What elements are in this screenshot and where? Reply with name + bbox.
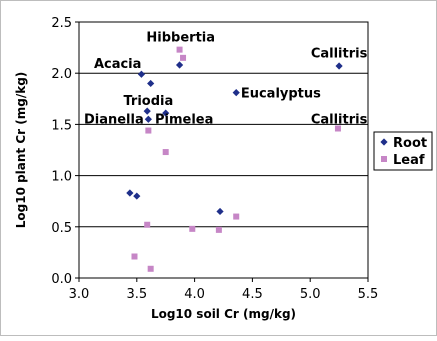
root-point xyxy=(175,61,184,69)
point-label: Acacia xyxy=(94,57,141,72)
x-axis-ticks: 3.0 3.5 4.0 4.5 5.0 5.5 xyxy=(69,278,379,302)
leaf-point xyxy=(162,149,169,156)
leaf-point xyxy=(145,127,152,134)
leaf-point xyxy=(147,265,154,272)
root-point xyxy=(133,192,141,200)
root-point xyxy=(147,79,155,88)
plot-area xyxy=(78,21,369,279)
x-tick-label: 3.5 xyxy=(126,287,147,302)
leaf-point xyxy=(144,221,151,228)
leaf-point xyxy=(131,253,138,260)
root-point xyxy=(232,89,240,97)
root-point xyxy=(335,62,343,70)
point-label: Triodia xyxy=(123,94,173,109)
y-tick-label: 2.0 xyxy=(51,67,72,82)
root-point xyxy=(162,109,170,117)
x-tick-label: 4.5 xyxy=(242,287,263,302)
x-tick-label: 4.0 xyxy=(184,287,205,302)
y-tick-label: 1.5 xyxy=(51,118,72,133)
y-tick-label: 2.5 xyxy=(51,16,72,31)
point-label: Dianella xyxy=(84,112,144,127)
x-axis-title: Log10 soil Cr (mg/kg) xyxy=(151,307,296,321)
point-label: Hibbertia xyxy=(146,30,215,45)
x-tick-label: 5.5 xyxy=(358,287,379,302)
point-label: Callitris xyxy=(311,112,368,127)
point-label: Eucalyptus xyxy=(241,87,321,102)
leaf-point xyxy=(189,225,196,232)
root-point xyxy=(137,70,146,78)
point-label: Callitris xyxy=(311,47,368,62)
leaf-point xyxy=(215,226,222,233)
root-point xyxy=(143,107,151,115)
leaf-point xyxy=(334,125,341,132)
gridlines xyxy=(79,72,368,228)
y-tick-label: 0.5 xyxy=(51,221,72,236)
y-axis-ticks: 0.0 0.5 1.0 1.5 2.0 2.5 xyxy=(51,16,79,287)
legend-marker-root xyxy=(380,138,388,146)
x-tick-label: 5.0 xyxy=(300,287,321,302)
leaf-point xyxy=(176,46,183,53)
data-points xyxy=(126,46,343,272)
legend: Root Leaf xyxy=(373,131,433,171)
x-tick-label: 3.0 xyxy=(69,287,90,302)
y-axis-title: Log10 plant Cr (mg/kg) xyxy=(14,72,28,229)
legend-label-root: Root xyxy=(393,136,427,151)
y-tick-label: 1.0 xyxy=(51,170,72,185)
point-annotations: Hibbertia Acacia Callitris Triodia Eucalyptu… xyxy=(84,30,368,127)
legend-box xyxy=(373,131,433,171)
point-label: Pimelea xyxy=(155,112,213,127)
y-tick-label: 0.0 xyxy=(51,272,72,287)
legend-label-leaf: Leaf xyxy=(393,153,425,168)
root-point xyxy=(144,115,152,123)
leaf-point xyxy=(180,54,187,61)
root-point xyxy=(216,207,224,216)
root-point xyxy=(126,189,134,197)
legend-marker-leaf xyxy=(381,156,387,162)
leaf-point xyxy=(233,213,240,220)
